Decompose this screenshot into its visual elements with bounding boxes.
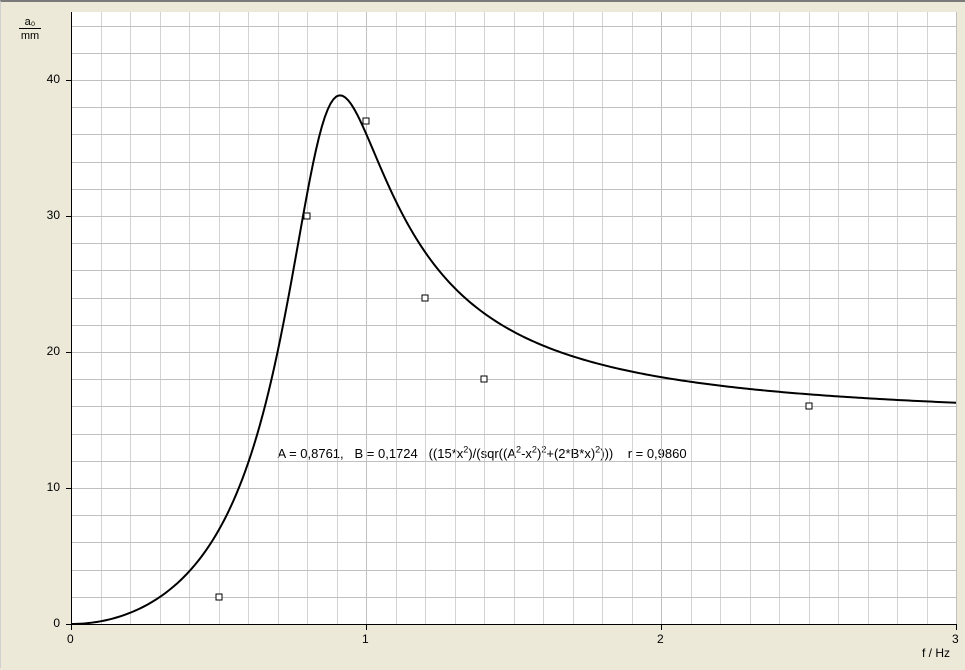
- data-point-marker: [215, 593, 222, 600]
- data-point-marker: [481, 376, 488, 383]
- data-point-marker: [805, 403, 812, 410]
- curve-layer: [1, 2, 965, 670]
- chart-window: a₀ mm f / Hz A = 0,8761, B = 0,1724 ((15…: [0, 0, 965, 668]
- data-point-marker: [422, 294, 429, 301]
- fitted-curve: [71, 95, 956, 624]
- data-point-marker: [363, 117, 370, 124]
- data-point-marker: [304, 213, 311, 220]
